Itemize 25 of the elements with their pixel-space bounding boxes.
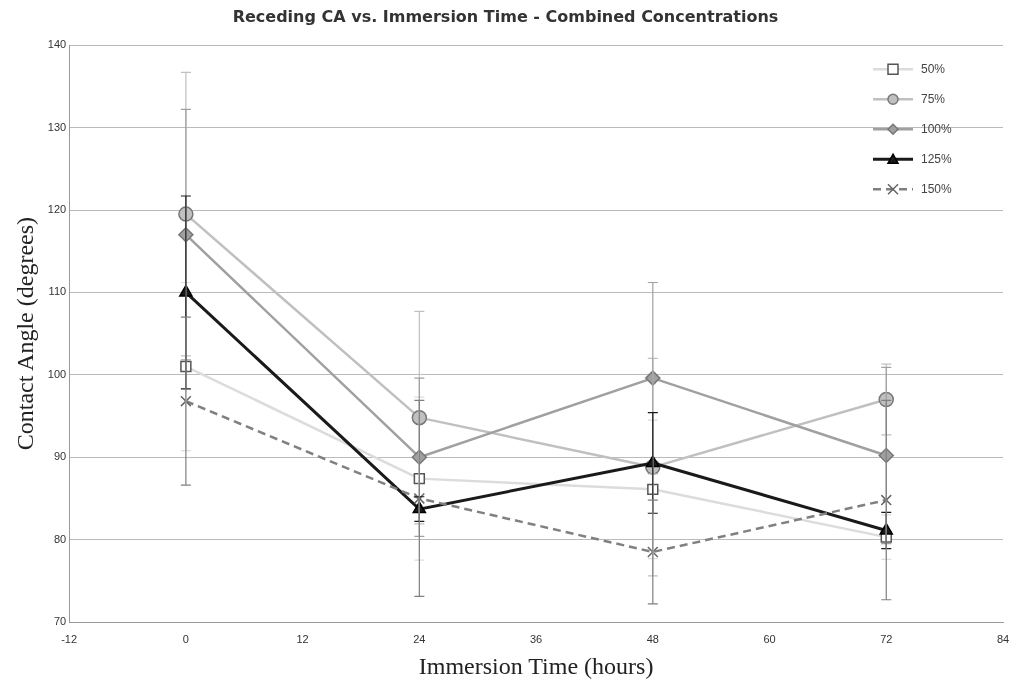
x-tick-label: 36 [529,632,543,645]
legend-label: 100% [921,121,953,136]
legend-label: 50% [921,61,946,76]
y-axis-title: Contact Angle (degrees) [11,216,38,451]
y-tick-label: 80 [53,532,67,545]
legend-label: 75% [921,91,946,106]
x-tick-label: 72 [880,632,893,645]
y-tick-label: 90 [53,450,67,463]
x-tick-label: -12 [61,632,78,645]
x-tick-label: 0 [182,632,189,645]
x-axis-title: Immersion Time (hours) [418,652,654,679]
x-tick-label: 24 [413,632,426,645]
y-tick-label: 140 [47,38,67,51]
y-tick-label: 70 [53,615,67,628]
y-tick-label: 110 [48,285,67,298]
y-tick-label: 120 [47,203,67,216]
chart-title: Receding CA vs. Immersion Time - Combined Concentrations [232,6,779,26]
y-tick-label: 100 [47,367,67,380]
legend-label: 125% [921,151,953,166]
x-tick-label: 60 [763,632,776,645]
x-tick-label: 48 [646,632,659,645]
x-tick-label: 12 [296,632,309,645]
x-tick-label: 84 [996,632,1010,645]
legend-label: 150% [921,181,953,196]
y-tick-label: 130 [47,120,67,133]
